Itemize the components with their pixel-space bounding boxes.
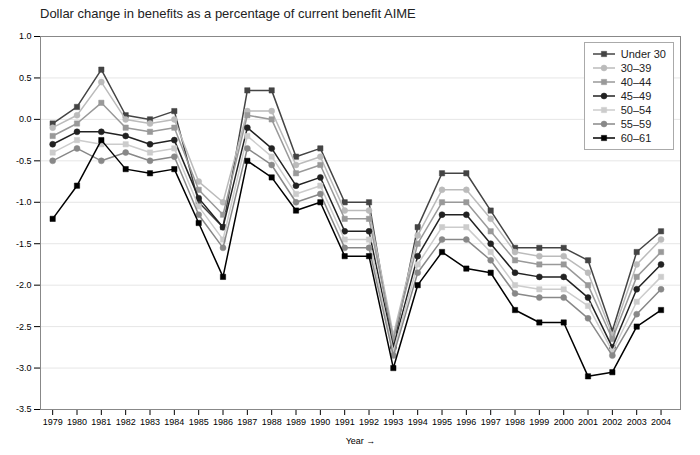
svg-text:1992: 1992 xyxy=(359,417,379,427)
svg-text:1995: 1995 xyxy=(432,417,452,427)
html-text:40–44: 40–44 xyxy=(620,76,652,88)
html-text:Under 30: Under 30 xyxy=(620,48,666,60)
svg-text:1989: 1989 xyxy=(286,417,306,427)
svg-text:1985: 1985 xyxy=(189,417,209,427)
svg-text:1990: 1990 xyxy=(310,417,330,427)
svg-text:1986: 1986 xyxy=(213,417,233,427)
svg-text:1991: 1991 xyxy=(335,417,355,427)
svg-text:1987: 1987 xyxy=(237,417,257,427)
html-text:45–49: 45–49 xyxy=(620,90,652,102)
svg-text:-1.5: -1.5 xyxy=(16,239,32,249)
svg-text:2000: 2000 xyxy=(554,417,574,427)
svg-text:1980: 1980 xyxy=(67,417,87,427)
svg-text:0.0: 0.0 xyxy=(19,114,32,124)
svg-text:-3.5: -3.5 xyxy=(16,404,32,414)
html-text:30–39: 30–39 xyxy=(620,62,652,74)
svg-text:1.0: 1.0 xyxy=(19,31,32,41)
svg-text:-2.0: -2.0 xyxy=(16,280,32,290)
svg-text:-2.5: -2.5 xyxy=(16,321,32,331)
svg-text:1979: 1979 xyxy=(43,417,63,427)
svg-text:2003: 2003 xyxy=(627,417,647,427)
svg-text:-0.5: -0.5 xyxy=(16,156,32,166)
svg-text:1983: 1983 xyxy=(140,417,160,427)
svg-text:1994: 1994 xyxy=(408,417,428,427)
svg-text:1988: 1988 xyxy=(262,417,282,427)
svg-text:2004: 2004 xyxy=(651,417,671,427)
svg-text:1997: 1997 xyxy=(481,417,501,427)
svg-text:1996: 1996 xyxy=(456,417,476,427)
html-text:Dollar change in benefits as a: Dollar change in benefits as a percentag… xyxy=(40,6,416,21)
svg-text:1981: 1981 xyxy=(91,417,111,427)
svg-text:1984: 1984 xyxy=(164,417,184,427)
svg-text:1999: 1999 xyxy=(529,417,549,427)
html-text:50–54: 50–54 xyxy=(620,104,652,116)
svg-text:-3.0: -3.0 xyxy=(16,363,32,373)
svg-text:0.5: 0.5 xyxy=(19,73,32,83)
svg-text:-1.0: -1.0 xyxy=(16,197,32,207)
svg-text:2002: 2002 xyxy=(602,417,622,427)
html-text:60–61: 60–61 xyxy=(620,132,652,144)
svg-text:2001: 2001 xyxy=(578,417,598,427)
svg-text:1998: 1998 xyxy=(505,417,525,427)
svg-text:1993: 1993 xyxy=(383,417,403,427)
svg-text:1982: 1982 xyxy=(116,417,136,427)
html-text:55–59: 55–59 xyxy=(620,118,652,130)
svg-text:Year →: Year → xyxy=(346,436,376,446)
